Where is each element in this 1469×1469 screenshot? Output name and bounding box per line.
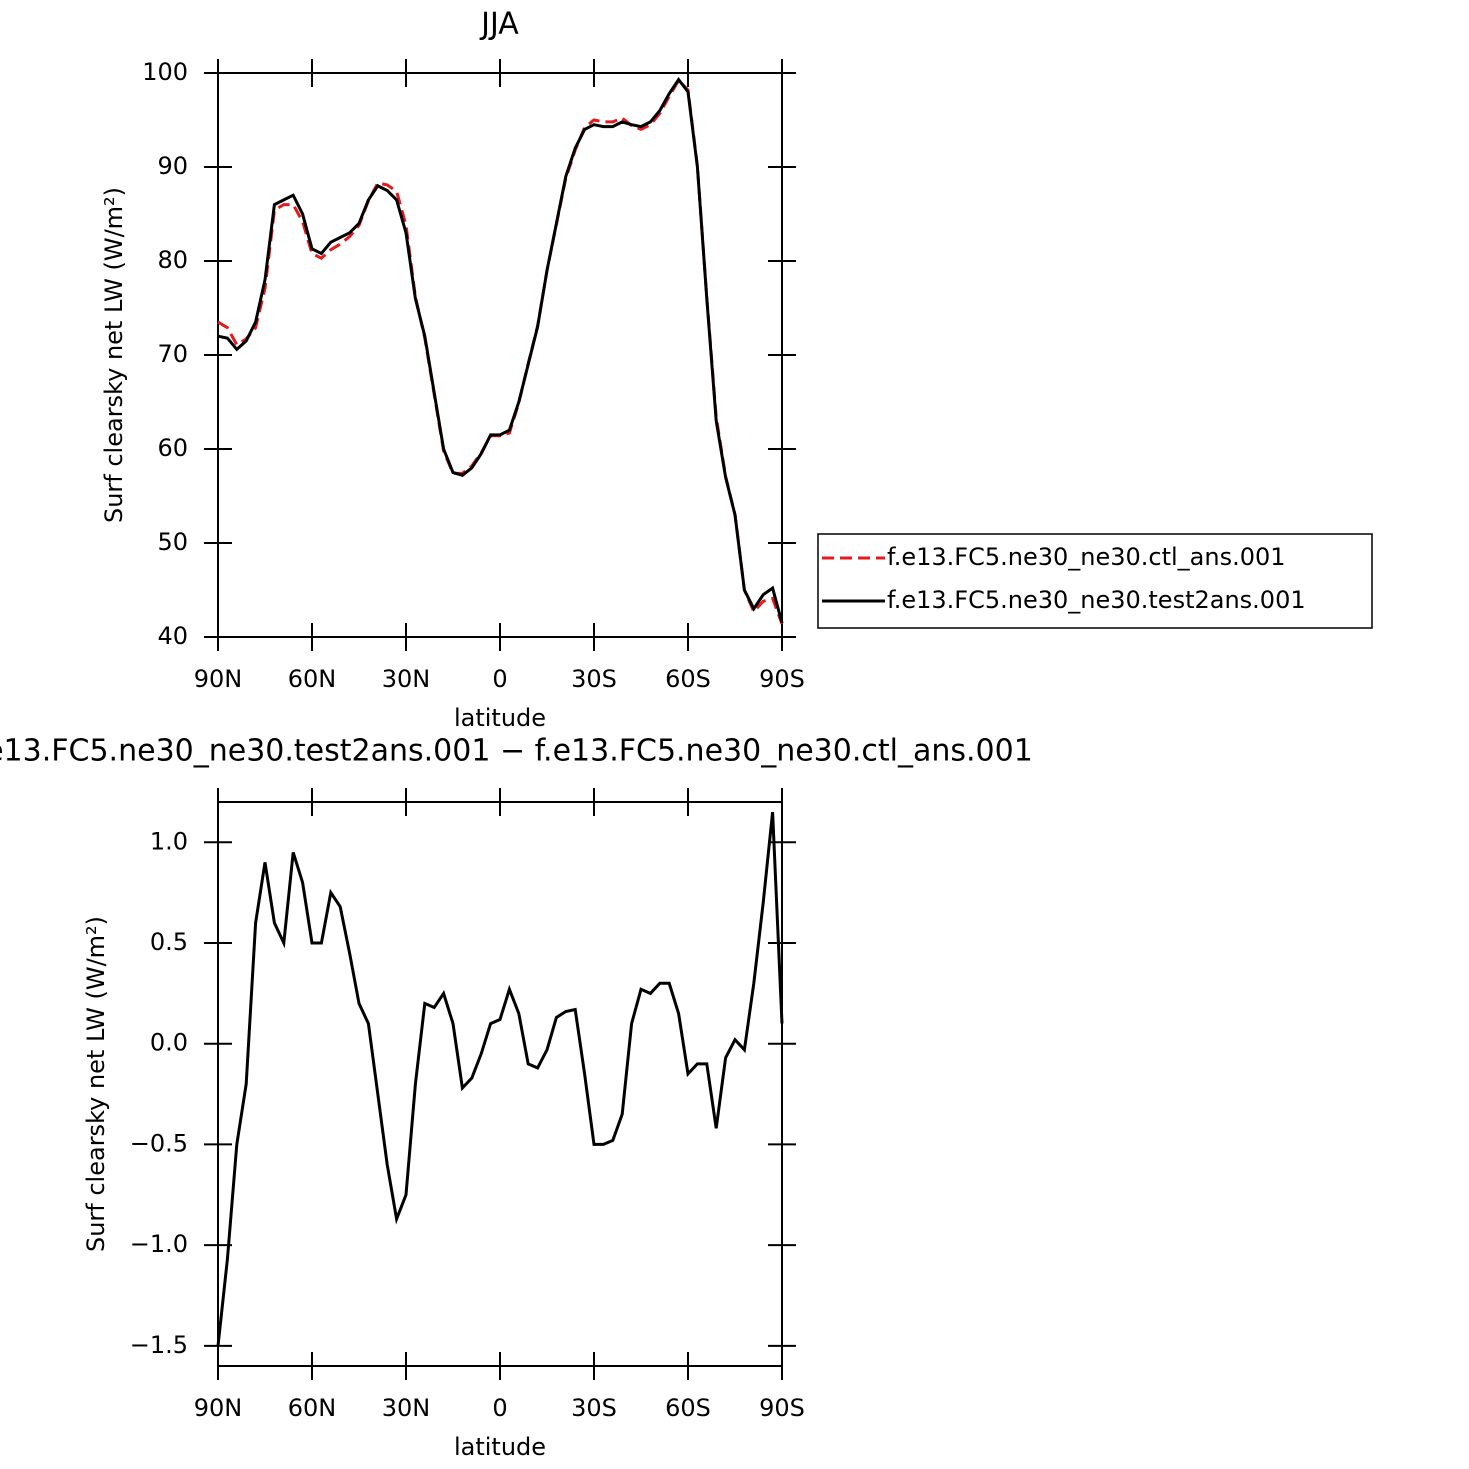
y-tick-label: 0.0 (150, 1029, 188, 1057)
chart-title: JJA (479, 7, 519, 42)
data-line (216, 811, 784, 1347)
y-tick-label: −1.5 (130, 1331, 188, 1359)
y-tick-label: −1.0 (130, 1230, 188, 1258)
legend-box (817, 533, 1373, 629)
y-tick-label: 0.5 (150, 928, 188, 956)
x-tick-label: 60N (288, 1394, 337, 1422)
x-tick-label: 30S (571, 1394, 617, 1422)
chart-title: f.e13.FC5.ne30_ne30.test2ans.001 − f.e13… (0, 734, 1033, 769)
x-tick-label: 0 (492, 1394, 507, 1422)
y-tick-label: 80 (157, 246, 188, 274)
x-tick-label: 60S (665, 665, 711, 693)
x-axis-label: latitude (454, 1433, 546, 1461)
y-axis-label: Surf clearsky net LW (W/m²) (82, 916, 110, 1252)
y-tick-label: 60 (157, 434, 188, 462)
x-tick-label: 90S (759, 1394, 805, 1422)
y-tick-label: 70 (157, 340, 188, 368)
x-axis-label: latitude (454, 704, 546, 732)
x-tick-label: 90N (194, 1394, 243, 1422)
x-tick-label: 60S (665, 1394, 711, 1422)
x-tick-label: 90S (759, 665, 805, 693)
x-tick-label: 90N (194, 665, 243, 693)
legend-label: f.e13.FC5.ne30_ne30.ctl_ans.001 (887, 543, 1286, 571)
y-axis-label: Surf clearsky net LW (W/m²) (100, 187, 128, 523)
y-tick-label: 100 (142, 58, 188, 86)
x-tick-label: 30N (382, 1394, 431, 1422)
legend-label: f.e13.FC5.ne30_ne30.test2ans.001 (887, 586, 1306, 614)
x-tick-label: 30S (571, 665, 617, 693)
x-tick-label: 60N (288, 665, 337, 693)
y-tick-label: 40 (157, 622, 188, 650)
data-line (217, 77, 784, 624)
y-tick-label: 50 (157, 528, 188, 556)
x-tick-label: 30N (382, 665, 431, 693)
y-tick-label: −0.5 (130, 1129, 188, 1157)
y-tick-label: 1.0 (150, 827, 188, 855)
y-tick-label: 90 (157, 152, 188, 180)
x-tick-label: 0 (492, 665, 507, 693)
